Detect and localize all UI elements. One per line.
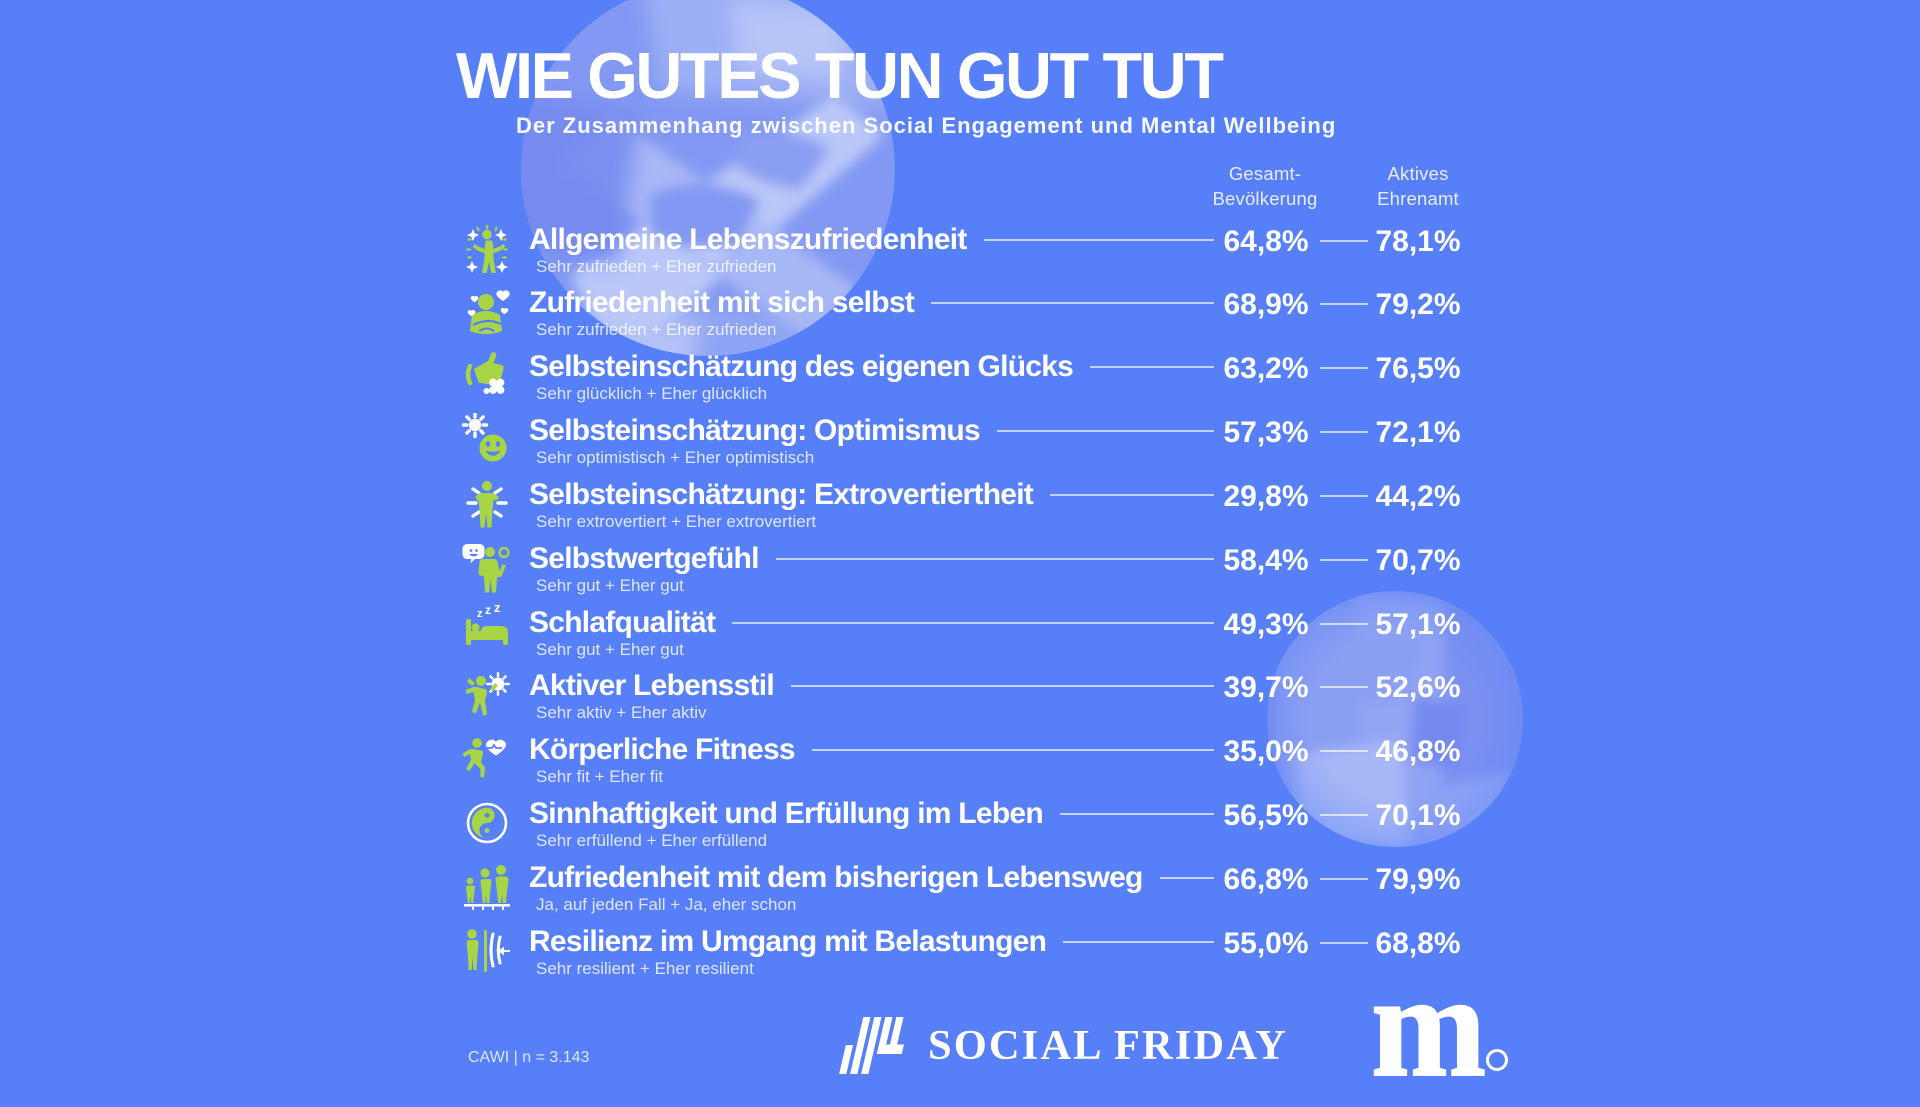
svg-text:z: z <box>494 605 501 615</box>
svg-text:z: z <box>485 605 491 617</box>
svg-text:z: z <box>477 608 483 620</box>
